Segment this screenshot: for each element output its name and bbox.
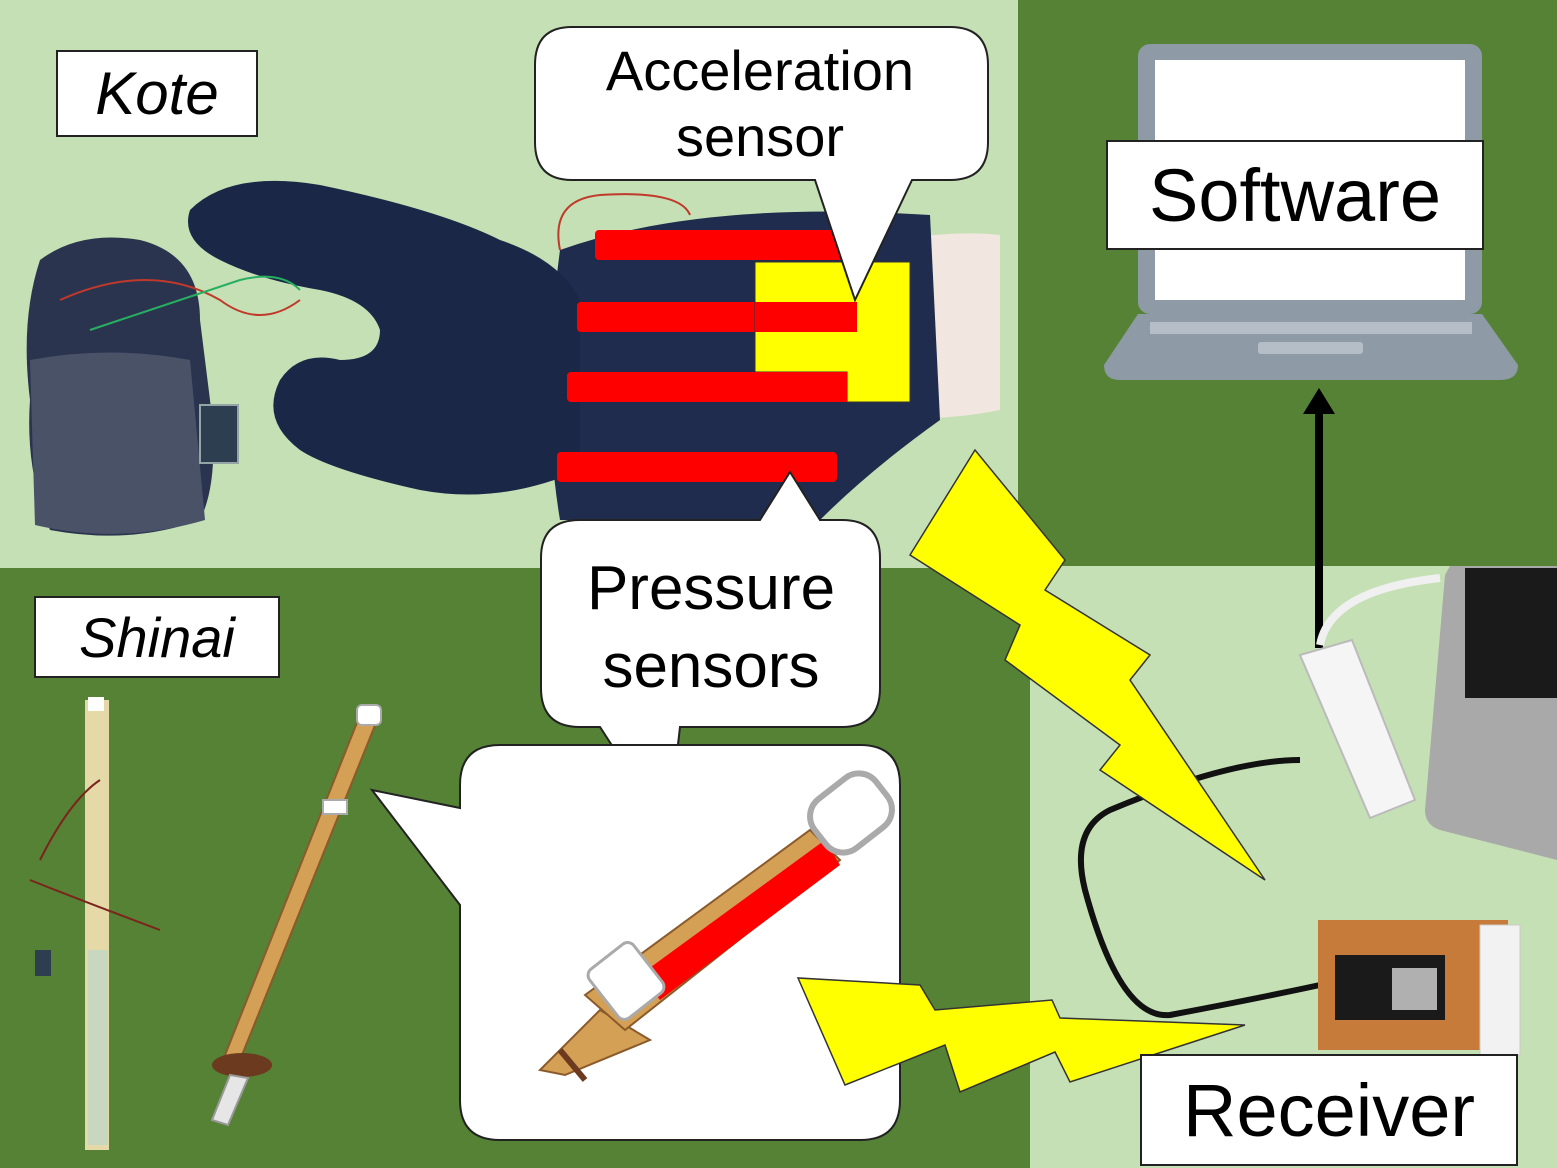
pressure-strip-1	[595, 230, 875, 260]
arrow-head	[1303, 388, 1335, 414]
shinai-label-text: Shinai	[79, 605, 235, 669]
pressure-callout-line2: sensors	[602, 632, 820, 701]
pressure-strip-3-overlap	[755, 372, 847, 402]
macbook-keyboard	[1465, 568, 1557, 698]
kote-label-text: Kote	[95, 60, 219, 127]
shinai-illustration-grip	[210, 1073, 250, 1127]
shinai-illustration	[210, 704, 382, 1127]
shinai-photo	[29, 697, 161, 1150]
acceleration-callout-text: Acceleration sensor	[560, 38, 960, 170]
shinai-pressure-sensor	[640, 840, 840, 1000]
shinai-label: Shinai	[34, 596, 280, 678]
shinai-grip-band	[586, 941, 666, 1021]
kote-label: Kote	[56, 50, 258, 137]
glove-hand	[188, 180, 580, 495]
acceleration-callout-line2: sensor	[675, 105, 845, 168]
lightning-bolt-icon	[796, 977, 1246, 1094]
receiver-photo	[1077, 566, 1557, 1056]
laptop-touchpad	[1258, 342, 1363, 354]
shinai-zoom-callout	[369, 744, 901, 1141]
wire-red-2	[557, 193, 691, 251]
lightning-bolt-icon	[908, 448, 1266, 881]
breadboard-edge	[1479, 924, 1521, 1056]
esp32-shield	[1392, 968, 1437, 1010]
pressure-strip-4	[557, 452, 837, 482]
shinai-photo-cap	[88, 697, 104, 711]
kote-glove-photo	[26, 180, 1000, 536]
shinai-photo-wires	[29, 779, 161, 931]
receiver-label-text: Receiver	[1183, 1068, 1475, 1152]
shinai-illustration-guard	[212, 1053, 272, 1077]
software-label-text: Software	[1148, 153, 1442, 237]
pressure-callout	[540, 470, 881, 835]
usb-c-cable	[1316, 574, 1441, 646]
usb-cable	[1077, 757, 1321, 1019]
shinai-zoom-illustration	[537, 770, 895, 1082]
laptop-keys-1	[1150, 322, 1472, 334]
shinai-photo-board	[35, 950, 51, 976]
shinai-photo-handle	[88, 950, 108, 1145]
wire-red	[59, 279, 301, 316]
wire-green	[89, 275, 301, 331]
arrow-up-icon	[1303, 388, 1335, 648]
glove-second-cuff	[30, 352, 205, 534]
shinai-illustration-band	[322, 799, 348, 815]
shinai-tip-band	[557, 1048, 588, 1082]
usb-hub-dongle	[1298, 638, 1417, 820]
pressure-strip-2-overlap	[755, 302, 857, 332]
software-label: Software	[1106, 140, 1484, 250]
acceleration-callout	[534, 26, 989, 303]
microcontroller-board	[199, 404, 239, 464]
acceleration-callout-line1: Acceleration	[605, 39, 915, 102]
shinai-end-cap	[807, 770, 895, 856]
pressure-callout-line1: Pressure	[586, 554, 836, 623]
receiver-label: Receiver	[1140, 1054, 1518, 1166]
pressure-callout-text: Pressure sensors	[541, 550, 881, 706]
shinai-illustration-cap	[356, 704, 382, 726]
